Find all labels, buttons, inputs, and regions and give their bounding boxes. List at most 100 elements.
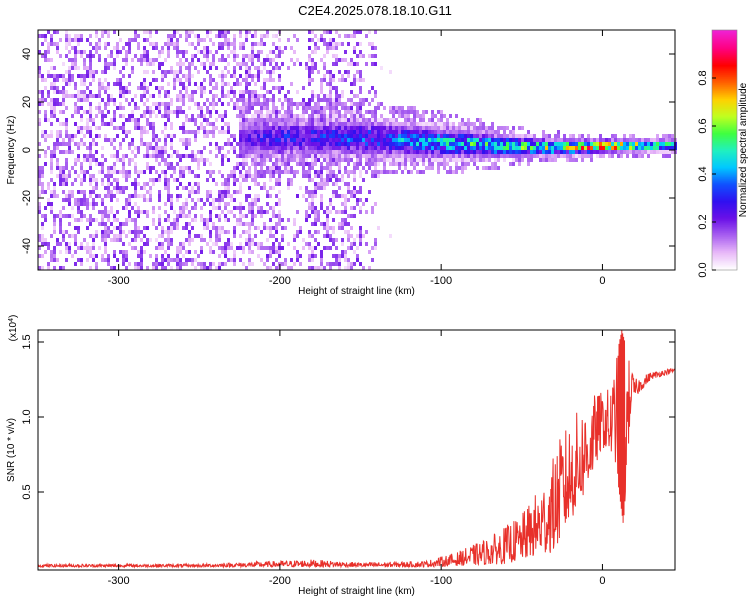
spectrogram-cell <box>509 130 512 134</box>
spectrogram-cell <box>182 110 185 114</box>
spectrogram-cell <box>191 190 194 194</box>
spectrogram-cell <box>278 50 281 54</box>
spectrogram-cell <box>341 126 344 130</box>
spectrogram-cell <box>242 102 245 106</box>
spectrogram-cell <box>251 210 254 214</box>
spectrogram-cell <box>266 138 269 142</box>
spectrogram-cell <box>179 34 182 38</box>
spectrogram-cell <box>233 178 236 182</box>
spectrogram-cell <box>77 154 80 158</box>
spectrogram-cell <box>374 202 377 206</box>
spectrogram-cell <box>305 242 308 246</box>
spectrogram-cell <box>218 194 221 198</box>
spectrogram-cell <box>263 138 266 142</box>
spectrogram-cell <box>575 150 578 154</box>
spectrogram-cell <box>287 242 290 246</box>
spectrogram-cell <box>71 38 74 42</box>
spectrogram-cell <box>92 118 95 122</box>
spectrogram-cell <box>164 178 167 182</box>
spectrogram-cell <box>248 82 251 86</box>
spectrogram-cell <box>119 250 122 254</box>
spectrogram-cell <box>86 206 89 210</box>
spectrogram-cell <box>116 182 119 186</box>
spectrogram-cell <box>83 94 86 98</box>
spectrogram-cell <box>278 150 281 154</box>
spectrogram-cell <box>377 130 380 134</box>
spectrogram-cell <box>68 234 71 238</box>
spectrogram-cell <box>335 30 338 34</box>
spectrogram-cell <box>68 74 71 78</box>
spectrogram-cell <box>71 94 74 98</box>
spectrogram-cell <box>92 218 95 222</box>
spectrogram-cell <box>131 118 134 122</box>
spectrogram-cell <box>338 186 341 190</box>
spectrogram-cell <box>305 170 308 174</box>
spectrogram-cell <box>113 194 116 198</box>
spectrogram-cell <box>149 58 152 62</box>
colorbar-segment <box>712 92 737 95</box>
spectrogram-cell <box>185 238 188 242</box>
spectrogram-cell <box>668 154 671 158</box>
spectrogram-cell <box>635 138 638 142</box>
spectrogram-cell <box>494 150 497 154</box>
spectrogram-cell <box>272 78 275 82</box>
spectrogram-cell <box>338 118 341 122</box>
spectrogram-cell <box>323 74 326 78</box>
spectrogram-cell <box>74 162 77 166</box>
spectrogram-cell <box>464 134 467 138</box>
spectrogram-cell <box>362 134 365 138</box>
spectrogram-cell <box>170 162 173 166</box>
spectrogram-cell <box>185 142 188 146</box>
spectrogram-cell <box>83 170 86 174</box>
spectrogram-cell <box>536 142 539 146</box>
spectrogram-cell <box>134 234 137 238</box>
spectrogram-cell <box>44 138 47 142</box>
spectrogram-cell <box>107 110 110 114</box>
spectrogram-cell <box>59 134 62 138</box>
spectrogram-cell <box>278 170 281 174</box>
spectrogram-cell <box>359 74 362 78</box>
spectrogram-cell <box>272 110 275 114</box>
spectrogram-cell <box>428 142 431 146</box>
spectrogram-cell <box>374 30 377 34</box>
spectrogram-cell <box>323 266 326 270</box>
spectrogram-cell <box>368 190 371 194</box>
spectrogram-cell <box>290 170 293 174</box>
spectrogram-cell <box>530 138 533 142</box>
spectrogram-cell <box>491 166 494 170</box>
spectrogram-cell <box>281 170 284 174</box>
spectrogram-cell <box>443 126 446 130</box>
spectrogram-cell <box>125 186 128 190</box>
spectrogram-cell <box>128 194 131 198</box>
spectrogram-cell <box>161 170 164 174</box>
spectrogram-cell <box>158 246 161 250</box>
spectrogram-cell <box>461 146 464 150</box>
spectrogram-cell <box>131 230 134 234</box>
spectrogram-cell <box>53 102 56 106</box>
spectrogram-cell <box>623 142 626 146</box>
colorbar-segment <box>712 154 737 157</box>
spectrogram-cell <box>260 94 263 98</box>
spectrogram-cell <box>494 142 497 146</box>
spectrogram-cell <box>47 146 50 150</box>
colorbar-segment <box>712 100 737 103</box>
spectrogram-cell <box>407 154 410 158</box>
spectrogram-cell <box>323 186 326 190</box>
spectrogram-cell <box>410 142 413 146</box>
spectrogram-cell <box>101 254 104 258</box>
spectrogram-cell <box>524 134 527 138</box>
spectrogram-cell <box>392 170 395 174</box>
spectrogram-cell <box>482 146 485 150</box>
spectrogram-cell <box>512 134 515 138</box>
spectrogram-cell <box>116 54 119 58</box>
spectrogram-cell <box>545 134 548 138</box>
spectrogram-cell <box>269 218 272 222</box>
spectrogram-cell <box>158 262 161 266</box>
spectrogram-cell <box>407 110 410 114</box>
spectrogram-cell <box>320 150 323 154</box>
spectrogram-cell <box>260 206 263 210</box>
spectrogram-cell <box>659 150 662 154</box>
spectrogram-cell <box>290 142 293 146</box>
spectrogram-cell <box>335 238 338 242</box>
spectrogram-cell <box>92 158 95 162</box>
